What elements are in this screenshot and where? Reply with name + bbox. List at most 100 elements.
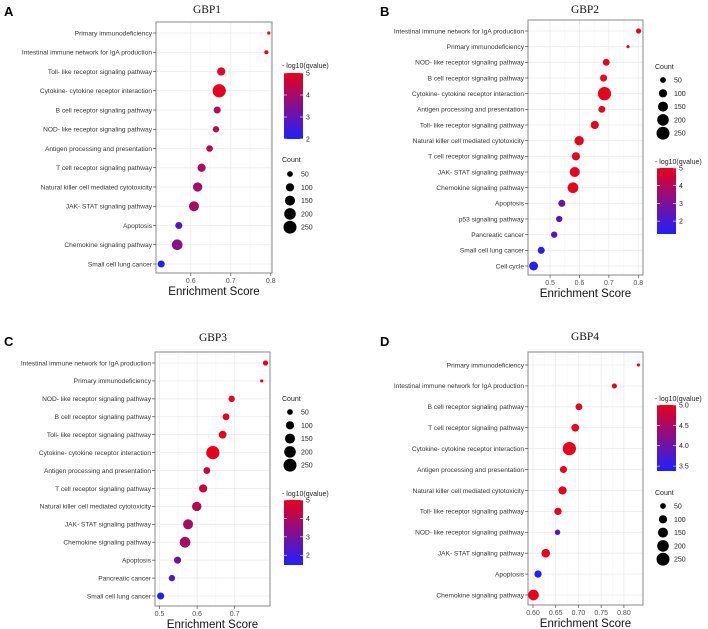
y-tick-label: B cell receptor signaling pathway: [428, 404, 525, 411]
y-tick-label: Pancreatic cancer: [98, 575, 152, 582]
size-legend-label: 50: [301, 410, 309, 417]
size-legend-dot: [284, 195, 296, 206]
size-legend-dot: [656, 552, 670, 566]
size-legend-label: 250: [301, 225, 313, 232]
panel-c: C GBP3 Intestinal immune network for IgA p…: [4, 332, 329, 629]
y-tick-label: Intestinal immune network for IgA produc…: [394, 383, 524, 390]
y-tick-label: Antigen processing and presentation: [417, 467, 524, 474]
data-point: [636, 363, 641, 367]
y-tick-label: Intestinal immune network for IgA produc…: [22, 50, 152, 57]
size-legend-dot: [284, 208, 296, 220]
size-legend-label: 250: [674, 131, 686, 138]
data-point: [635, 28, 642, 34]
y-tick-label: Toll- like receptor signaling pathway: [48, 69, 153, 76]
chart-title: GBP3: [199, 332, 227, 344]
data-point: [571, 423, 580, 432]
y-tick-label: Pancreatic cancer: [471, 232, 525, 239]
data-point: [611, 383, 617, 389]
x-axis-title: Enrichment Score: [167, 619, 258, 629]
colorbar-tick-label: 5: [679, 166, 683, 173]
data-point: [218, 430, 227, 439]
data-point: [528, 589, 539, 601]
size-legend-dot: [284, 433, 296, 444]
size-legend-dot: [283, 220, 297, 234]
data-point: [569, 166, 580, 178]
panel-a: A GBP1 Primary immunodeficiency Intestinal …: [4, 4, 329, 298]
y-tick-label: Cytokine- cytokine receptor interaction: [39, 450, 151, 457]
data-point: [157, 260, 165, 268]
size-legend-label: 100: [674, 517, 686, 524]
size-legend-label: 150: [301, 198, 313, 205]
x-tick-label: 0.70: [572, 610, 586, 617]
data-point: [626, 45, 630, 49]
colorbar: [657, 168, 676, 234]
color-legend-title: - log10(qvalue): [655, 396, 702, 403]
colorbar-tick-label: 4: [306, 516, 310, 523]
data-point: [206, 145, 213, 152]
size-legend-label: 100: [301, 185, 313, 192]
y-tick-label: Intestinal immune network for IgA produc…: [21, 360, 151, 367]
y-tick-label: Toll- like receptor signaling pathway: [420, 122, 525, 129]
size-legend-label: 200: [301, 211, 313, 218]
colorbar-tick-label: 5: [306, 498, 310, 505]
data-point: [206, 446, 220, 460]
data-point: [534, 570, 542, 578]
data-point: [212, 126, 220, 133]
size-legend-dot: [657, 527, 669, 538]
colorbar-tick-label: 4: [679, 183, 683, 190]
y-tick-label: Small cell lung cancer: [88, 261, 153, 268]
y-tick-label: Natural killer cell mediated cytotoxicit…: [40, 504, 152, 511]
panel-label: D: [380, 334, 389, 349]
data-point: [559, 465, 568, 474]
x-tick-label: 0.6: [186, 278, 196, 285]
plot-background: [156, 22, 272, 273]
panel-label: A: [4, 4, 14, 19]
y-tick-label: Small cell lung cancer: [460, 248, 525, 255]
size-legend-label: 250: [674, 557, 686, 564]
size-legend-dot: [658, 515, 668, 524]
data-point: [597, 87, 612, 101]
data-point: [590, 120, 599, 130]
y-tick-label: Cytokine- cytokine receptor interaction: [412, 91, 524, 98]
y-tick-label: Cytokine- cytokine receptor interaction: [40, 88, 152, 95]
colorbar: [284, 73, 303, 139]
size-legend-title: Count: [282, 157, 301, 164]
size-legend-label: 200: [301, 449, 313, 456]
size-legend-label: 50: [674, 78, 682, 85]
x-tick-label: 0.8: [266, 278, 276, 285]
size-legend-label: 200: [674, 543, 686, 550]
colorbar-tick-label: 5: [306, 71, 310, 78]
plot-border: [154, 351, 271, 607]
colorbar-tick-label: 2: [679, 219, 683, 226]
colorbar-tick-label: 4: [306, 93, 310, 100]
size-legend-dot: [283, 458, 297, 472]
y-tick-label: T cell receptor signaling pathway: [55, 486, 152, 493]
y-tick-label: JAK- STAT signaling pathway: [65, 522, 152, 529]
y-tick-label: Apoptosis: [495, 201, 525, 208]
data-point: [562, 442, 576, 456]
size-legend-dot: [658, 89, 668, 98]
data-point: [168, 574, 176, 582]
colorbar-tick-label: 5.0: [679, 403, 689, 410]
data-point: [567, 182, 579, 194]
y-tick-label: Toll- like receptor signaling pathway: [420, 509, 525, 516]
y-tick-label: Apoptosis: [495, 571, 525, 578]
panel-label: C: [4, 334, 14, 349]
plot-border: [527, 351, 644, 606]
color-legend-title: - log10(qvalue): [282, 491, 329, 498]
y-tick-label: T cell receptor signaling pathway: [56, 165, 153, 172]
data-point: [575, 403, 583, 411]
y-tick-label: Intestinal immune network for IgA produc…: [394, 28, 524, 35]
y-tick-label: Primary immunodeficiency: [447, 362, 525, 369]
plot-border: [527, 19, 644, 276]
data-point: [212, 84, 226, 98]
y-tick-label: JAK- STAT signaling pathway: [438, 550, 525, 557]
panel-d: D GBP4 Primary immunodeficiency Intestinal …: [380, 331, 702, 629]
plot-background: [155, 352, 270, 606]
y-tick-label: Natural killer cell mediated cytotoxicit…: [413, 488, 525, 495]
y-tick-label: NOD- like receptor signaling pathway: [42, 396, 152, 403]
y-tick-label: JAK- STAT signaling pathway: [66, 204, 153, 211]
y-tick-label: T cell receptor signaling pathway: [428, 425, 525, 432]
colorbar-tick-label: 2: [306, 137, 310, 144]
